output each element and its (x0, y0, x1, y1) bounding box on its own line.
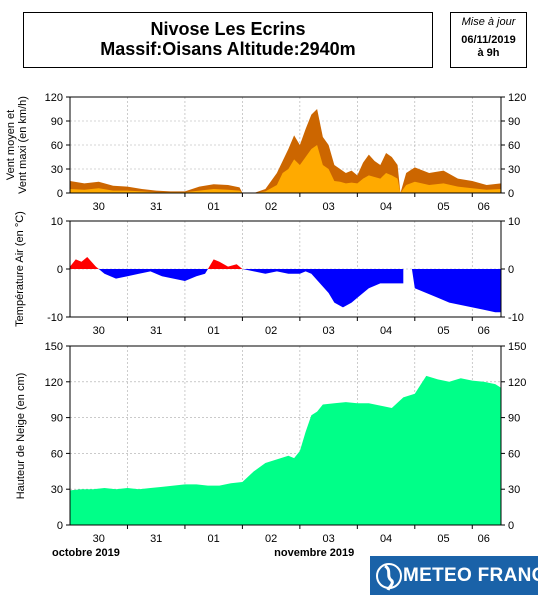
plot-frame (69, 345, 502, 526)
y-axis-label-line: Température Air (en °C) (14, 211, 26, 327)
logo-text: METEO FRANCE (403, 565, 538, 586)
y-tick-label-right: 60 (508, 448, 520, 460)
x-tick-label: 04 (380, 201, 392, 213)
update-date: 06/11/2019 (461, 34, 516, 46)
y-axis-label-line: Hauteur de Neige (en cm) (15, 373, 27, 500)
y-tick-label-left: 30 (51, 164, 63, 176)
x-tick-label: 31 (150, 533, 162, 545)
x-tick-label: 05 (437, 325, 449, 337)
x-tick-label: 05 (437, 533, 449, 545)
y-tick-label-left: 150 (45, 341, 63, 353)
x-tick-label: 05 (437, 201, 449, 213)
y-tick-label-left: 120 (45, 377, 63, 389)
x-tick-label: 06 (478, 201, 490, 213)
x-tick-label: 02 (265, 201, 277, 213)
y-tick-label-right: 90 (508, 413, 520, 425)
chart-title-box: Nivose Les Ecrins Massif:Oisans Altitude… (23, 12, 433, 68)
x-tick-label: 01 (208, 201, 220, 213)
y-tick-label-left: -10 (47, 312, 63, 324)
x-tick-label: 02 (265, 325, 277, 337)
update-time: à 9h (477, 47, 500, 59)
x-tick-label: 04 (380, 325, 392, 337)
y-tick-label-right: 0 (508, 264, 514, 276)
x-tick-label: 03 (322, 325, 334, 337)
y-tick-label-right: 120 (508, 92, 526, 104)
y-axis-label-line: Vent maxi (en km/h) (17, 96, 29, 194)
x-tick-label: 30 (93, 325, 105, 337)
month-label-october: octobre 2019 (52, 547, 120, 559)
update-box: Mise à jour 06/11/2019 à 9h (450, 12, 527, 68)
y-tick-label-right: 150 (508, 341, 526, 353)
x-tick-label: 30 (93, 201, 105, 213)
x-tick-label: 30 (93, 533, 105, 545)
y-tick-label-right: 30 (508, 164, 520, 176)
y-tick-label-left: 0 (57, 264, 63, 276)
y-tick-label-left: 90 (51, 413, 63, 425)
y-tick-label-right: 90 (508, 116, 520, 128)
y-tick-label-left: 30 (51, 484, 63, 496)
x-tick-label: 01 (208, 533, 220, 545)
y-tick-label-right: 10 (508, 216, 520, 228)
y-tick-label-right: 0 (508, 188, 514, 200)
update-label: Mise à jour (461, 16, 516, 28)
x-tick-label: 03 (322, 201, 334, 213)
y-tick-label-left: 0 (57, 188, 63, 200)
y-tick-label-right: 120 (508, 377, 526, 389)
y-axis-label: Température Air (en °C) (14, 211, 26, 327)
y-tick-label-right: 30 (508, 484, 520, 496)
y-tick-label-right: -10 (508, 312, 524, 324)
y-tick-label-right: 0 (508, 520, 514, 532)
x-tick-label: 31 (150, 201, 162, 213)
meteo-france-logo: METEO FRANCE (370, 556, 538, 595)
y-tick-label-right: 60 (508, 140, 520, 152)
y-tick-label-left: 60 (51, 448, 63, 460)
y-axis-label: Hauteur de Neige (en cm) (15, 373, 27, 500)
chart-title: Nivose Les Ecrins (150, 19, 306, 39)
y-axis-label: Vent moyen et Vent maxi (en km/h) (5, 96, 29, 194)
x-tick-label: 06 (478, 533, 490, 545)
y-tick-label-left: 90 (51, 116, 63, 128)
wind-mean-area (70, 145, 501, 193)
y-axis-label-line: Vent moyen et (5, 110, 17, 180)
y-tick-label-left: 120 (45, 92, 63, 104)
wind-max-area (70, 109, 501, 193)
snow-depth-area (70, 375, 501, 525)
meteo-france-logo-icon (376, 563, 402, 591)
temperature-negative-area (70, 269, 501, 313)
x-tick-label: 03 (322, 533, 334, 545)
chart-subtitle: Massif:Oisans Altitude:2940m (100, 39, 356, 59)
x-tick-label: 06 (478, 325, 490, 337)
y-tick-label-left: 10 (51, 216, 63, 228)
x-tick-label: 01 (208, 325, 220, 337)
x-tick-label: 02 (265, 533, 277, 545)
x-tick-label: 31 (150, 325, 162, 337)
y-tick-label-left: 0 (57, 520, 63, 532)
y-tick-label-left: 60 (51, 140, 63, 152)
x-tick-label: 04 (380, 533, 392, 545)
month-label-november: novembre 2019 (274, 547, 354, 559)
